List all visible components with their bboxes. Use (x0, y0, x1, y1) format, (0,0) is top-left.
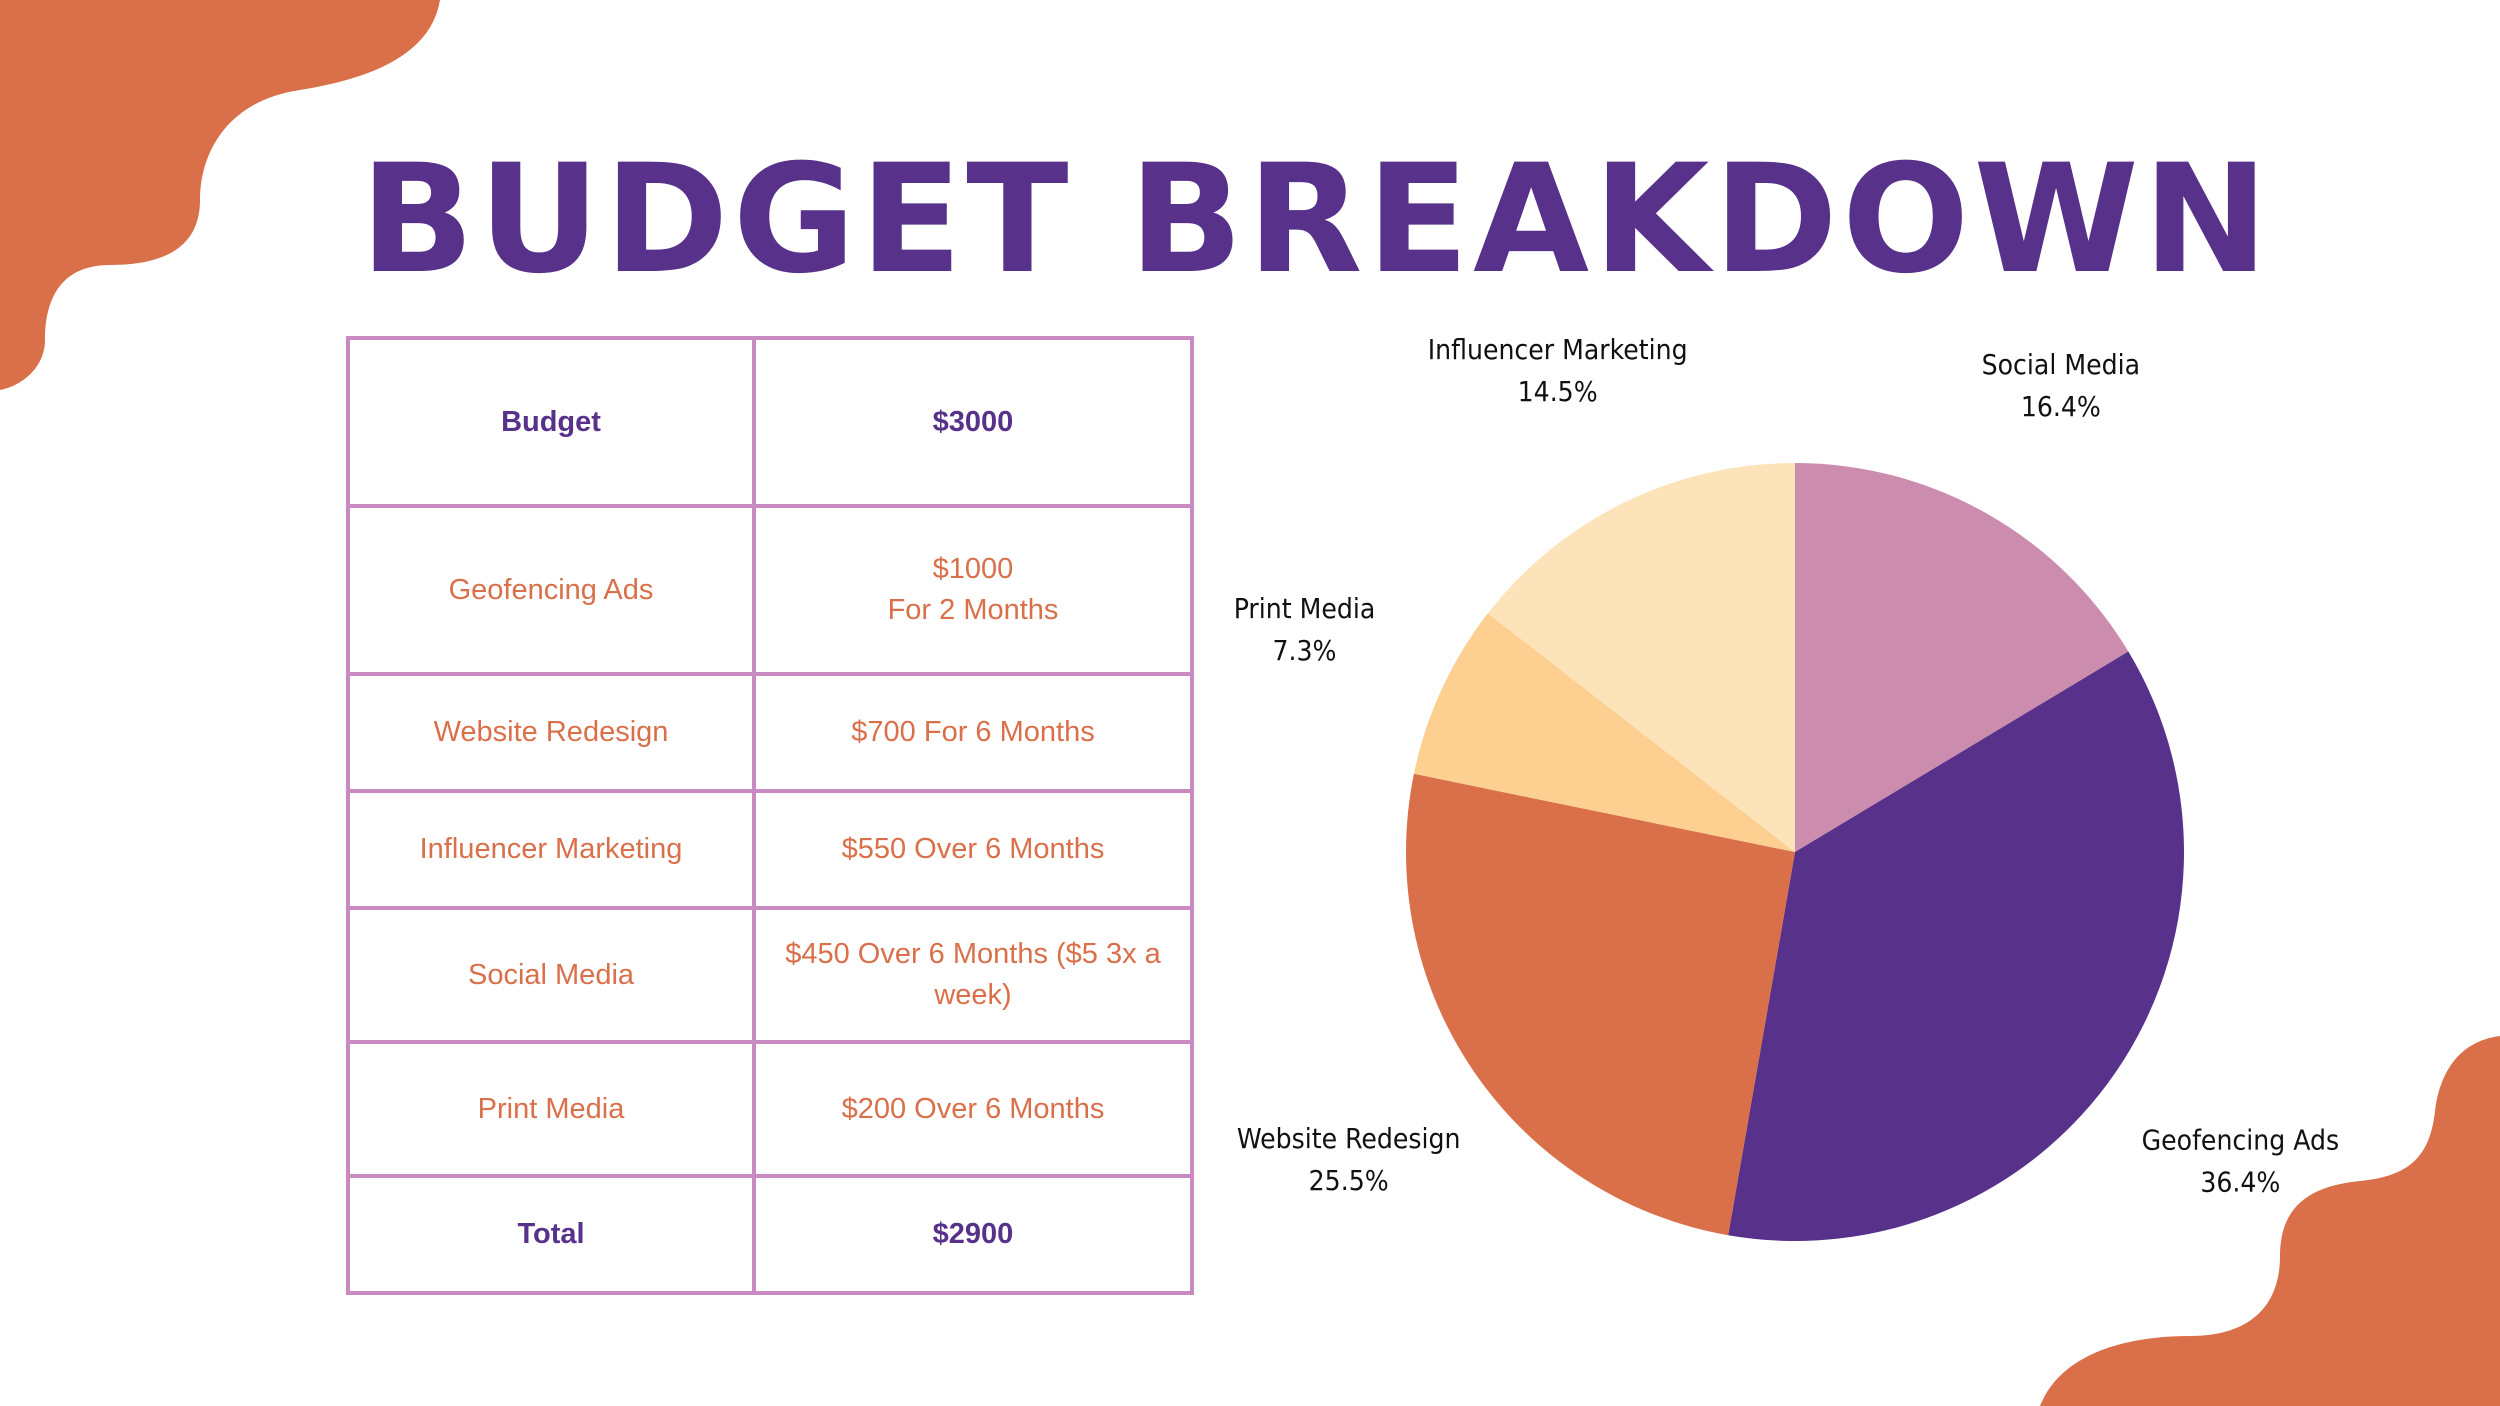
table-row-total: Total $2900 (346, 1174, 1194, 1295)
total-label: Total (346, 1174, 756, 1295)
budget-value: $3000 (752, 336, 1194, 508)
table-row: Influencer Marketing $550 Over 6 Months (346, 789, 1194, 910)
row-label: Geofencing Ads (346, 504, 756, 676)
budget-label: Budget (346, 336, 756, 508)
row-label: Social Media (346, 906, 756, 1044)
slice-percent: 36.4% (2200, 1165, 2280, 1198)
slice-label: Print Media (1234, 592, 1376, 625)
row-value-line: $1000 (932, 553, 1014, 585)
pie-slice-social-media (1795, 463, 2129, 852)
slice-label: Social Media (1982, 348, 2140, 381)
row-label: Print Media (346, 1040, 756, 1178)
table-row: Print Media $200 Over 6 Months (346, 1040, 1194, 1178)
pie-slice-website-redesign (1406, 773, 1795, 1236)
table-row: Geofencing Ads $1000 For 2 Months (346, 504, 1194, 676)
slice-percent: 16.4% (2021, 390, 2101, 423)
row-value: $1000 For 2 Months (752, 504, 1194, 676)
row-value: $550 Over 6 Months (752, 789, 1194, 910)
row-value: $700 For 6 Months (752, 672, 1194, 793)
row-value-line: For 2 Months (887, 594, 1059, 626)
row-label: Website Redesign (346, 672, 756, 793)
pie-slice-geofencing-ads (1728, 651, 2184, 1241)
decorative-blob-top-left (0, 0, 440, 390)
pie-slice-print-media (1413, 613, 1795, 852)
table-row-header: Budget $3000 (346, 336, 1194, 508)
slice-percent: 14.5% (1518, 375, 1598, 408)
table-row: Website Redesign $700 For 6 Months (346, 672, 1194, 793)
page-title: BUDGET BREAKDOWN (360, 133, 2273, 307)
total-value: $2900 (752, 1174, 1194, 1295)
row-value: $200 Over 6 Months (752, 1040, 1194, 1178)
pie-slice-influencer-marketing (1487, 463, 1795, 852)
decorative-blob-bottom-right (2040, 1036, 2500, 1406)
slice-label: Geofencing Ads (2142, 1123, 2339, 1156)
table-row: Social Media $450 Over 6 Months ($5 3x a… (346, 906, 1194, 1044)
slice-percent: 25.5% (1309, 1164, 1389, 1197)
slice-percent: 7.3% (1273, 634, 1337, 667)
slice-label: Influencer Marketing (1428, 333, 1688, 366)
row-label: Influencer Marketing (346, 789, 756, 910)
pie-chart: Social Media 16.4% Geofencing Ads 36.4% Webs… (1234, 333, 2339, 1241)
slice-label: Website Redesign (1237, 1122, 1461, 1155)
budget-table: Budget $3000 Geofencing Ads $1000 For 2 … (346, 336, 1194, 1295)
row-value: $450 Over 6 Months ($5 3x a week) (752, 906, 1194, 1044)
